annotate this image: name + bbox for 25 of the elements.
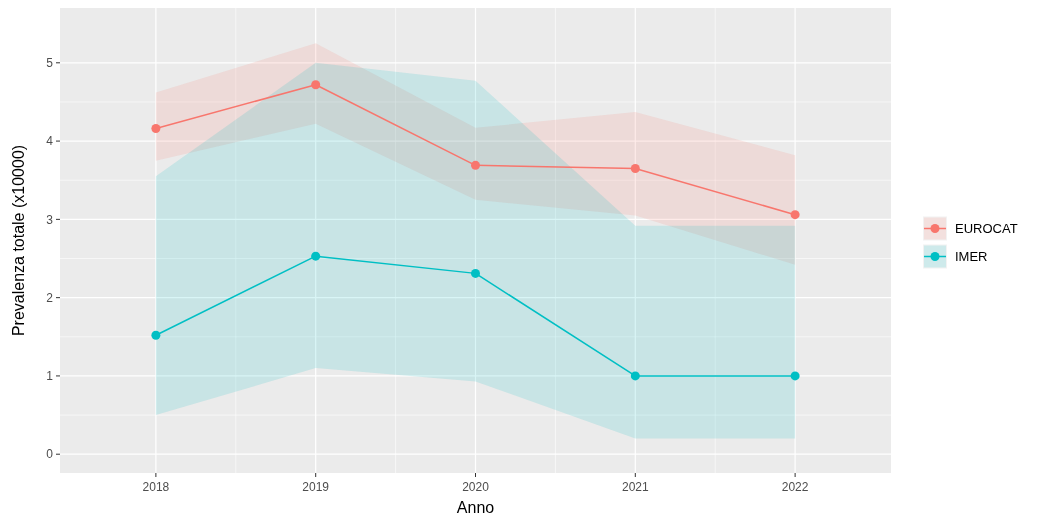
point: [311, 251, 321, 261]
point: [790, 371, 800, 381]
point: [311, 80, 321, 90]
y-tick-label: 1: [46, 369, 54, 384]
x-tick-label: 2020: [462, 480, 490, 494]
x-tick-label: 2021: [621, 480, 649, 494]
x-tick-label: 2018: [142, 480, 170, 494]
point: [471, 160, 480, 170]
point: [151, 124, 161, 134]
y-axis-title: Prevalenza totale (x10000): [10, 144, 27, 337]
point: [630, 371, 640, 381]
legend-label: EUROCAT: [955, 221, 1018, 237]
y-tick-label: 4: [46, 134, 54, 149]
y-tick-label: 0: [46, 447, 54, 462]
y-tick-label: 5: [46, 56, 54, 70]
legend-label: IMER: [955, 249, 988, 265]
x-axis-title: Anno: [456, 499, 495, 516]
x-tick-label: 2022: [781, 480, 809, 494]
y-tick-label: 2: [46, 290, 54, 305]
x-tick-label: 2019: [302, 480, 330, 494]
point: [471, 268, 480, 278]
point: [790, 210, 800, 220]
point: [630, 163, 640, 173]
point: [151, 330, 161, 340]
y-tick-label: 3: [46, 212, 54, 227]
